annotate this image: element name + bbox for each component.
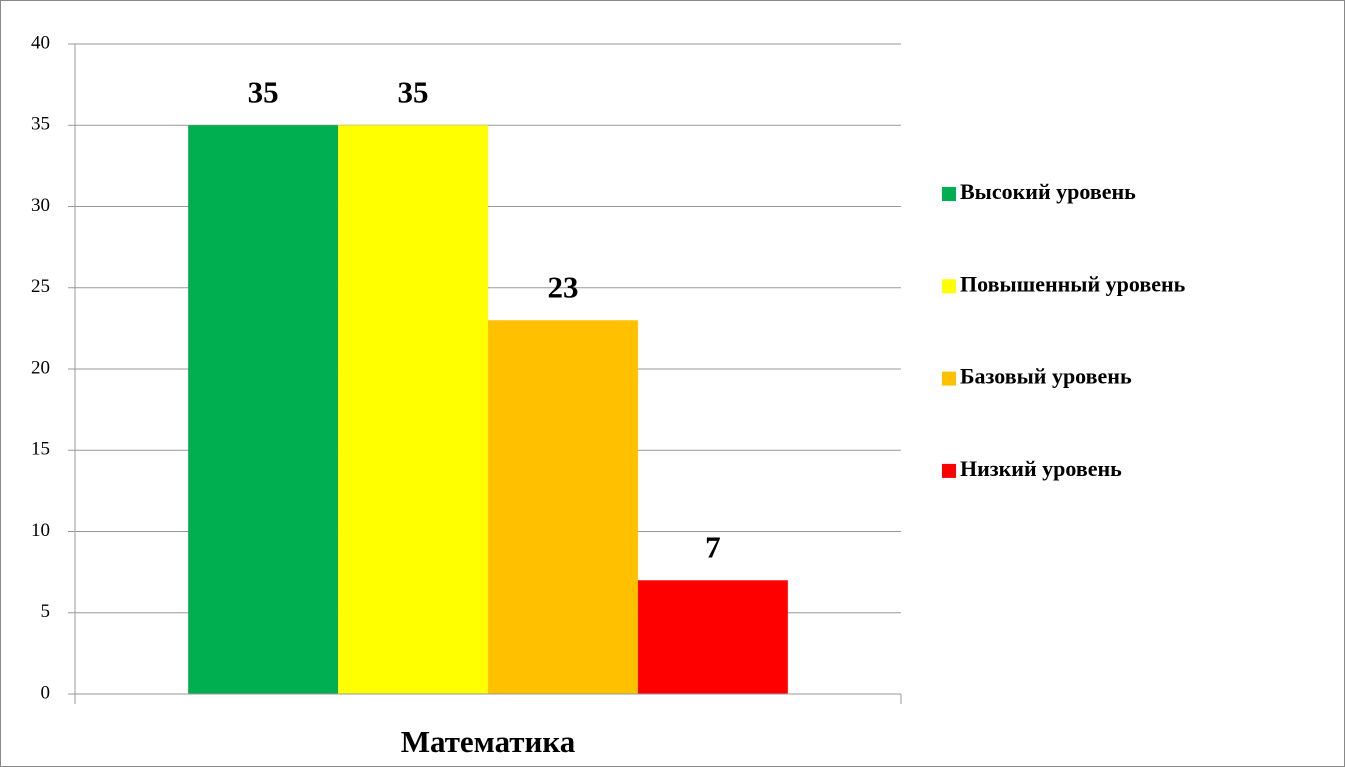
bar <box>637 580 788 694</box>
legend-swatch <box>942 371 956 386</box>
y-tick-label: 10 <box>31 520 50 541</box>
legend-swatch <box>942 279 956 294</box>
legend-swatch <box>942 463 956 478</box>
legend-swatch <box>942 187 956 201</box>
y-tick-label: 30 <box>31 195 50 216</box>
bar <box>488 320 638 694</box>
legend-label: Высокий уровень <box>960 179 1136 204</box>
y-tick-label: 40 <box>31 32 50 53</box>
data-label: 35 <box>398 74 429 109</box>
bar <box>338 125 488 694</box>
data-label: 7 <box>705 529 721 564</box>
y-tick-label: 0 <box>41 682 51 703</box>
legend-label: Базовый уровень <box>960 364 1132 389</box>
bar <box>188 125 339 694</box>
y-tick-label: 15 <box>31 439 50 460</box>
y-tick-label: 5 <box>41 601 51 622</box>
data-label: 35 <box>248 74 279 109</box>
legend-label: Низкий уровень <box>960 456 1122 481</box>
x-tick-label: Математика <box>401 724 576 759</box>
data-label: 23 <box>547 269 578 304</box>
legend-label: Повышенный уровень <box>960 271 1186 296</box>
y-tick-label: 25 <box>31 276 50 297</box>
y-tick-label: 20 <box>31 357 50 378</box>
y-tick-label: 35 <box>31 114 50 135</box>
